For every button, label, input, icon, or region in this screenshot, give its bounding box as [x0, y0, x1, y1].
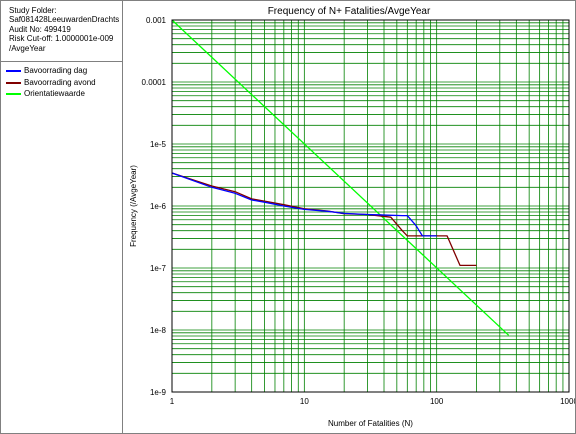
y-tick-label: 1e-7	[150, 264, 167, 273]
legend-swatch-bavoorrading-avond	[6, 81, 21, 84]
risk-cutoff: Risk Cut-off: 1.0000001e-009	[9, 34, 114, 44]
y-tick-label: 0.0001	[142, 78, 167, 87]
legend-swatch-bavoorrading-dag	[6, 70, 21, 72]
legend-label-bavoorrading-dag: Bavoorrading dag	[24, 66, 88, 75]
legend-item-bavoorrading-dag: Bavoorrading dag	[2, 66, 122, 78]
legend-label-orientatiewaarde: Orientatiewaarde	[24, 89, 85, 98]
x-axis-title: Number of Fatalities (N)	[328, 419, 413, 428]
plot-area-border	[171, 19, 570, 393]
audit-number: Audit No: 499419	[9, 24, 71, 34]
legend-item-bavoorrading-avond: Bavoorrading avond	[2, 78, 122, 90]
left-panel: Study Folder: Saf081428LeeuwardenDrachts…	[0, 0, 123, 434]
fn-curve-chart: Frequency of N+ Fatalities/AvgeYear 1 10 1…	[129, 6, 575, 428]
x-tick-label: 100	[430, 397, 444, 406]
chart-title: Frequency of N+ Fatalities/AvgeYear	[268, 6, 431, 17]
legend-item-orientatiewaarde: Orientatiewaarde	[2, 89, 122, 101]
y-axis-title: Frequency (/AvgeYear)	[129, 165, 138, 247]
study-info-box: Study Folder: Saf081428LeeuwardenDrachts…	[1, 1, 122, 62]
series-line-bavoorrading-dag	[171, 172, 437, 237]
series-layer	[171, 19, 510, 336]
y-tick-label: 1e-9	[150, 388, 167, 397]
series-line-orientatiewaarde	[171, 19, 510, 336]
study-folder-value: Saf081428LeeuwardenDrachts	[9, 15, 120, 25]
y-tick-label: 1e-6	[150, 202, 167, 211]
y-tick-label: 1e-5	[150, 140, 167, 149]
x-tick-label: 10	[300, 397, 309, 406]
x-tick-label: 1	[170, 397, 175, 406]
risk-cutoff-unit: /AvgeYear	[9, 43, 46, 53]
y-tick-label: 0.001	[146, 16, 167, 25]
legend-swatch-orientatiewaarde	[6, 93, 21, 95]
y-tick-label: 1e-8	[150, 326, 167, 335]
legend: Bavoorrading dag Bavoorrading avond Orie…	[2, 66, 122, 101]
study-folder-label: Study Folder:	[9, 6, 57, 15]
legend-label-bavoorrading-avond: Bavoorrading avond	[24, 77, 96, 87]
